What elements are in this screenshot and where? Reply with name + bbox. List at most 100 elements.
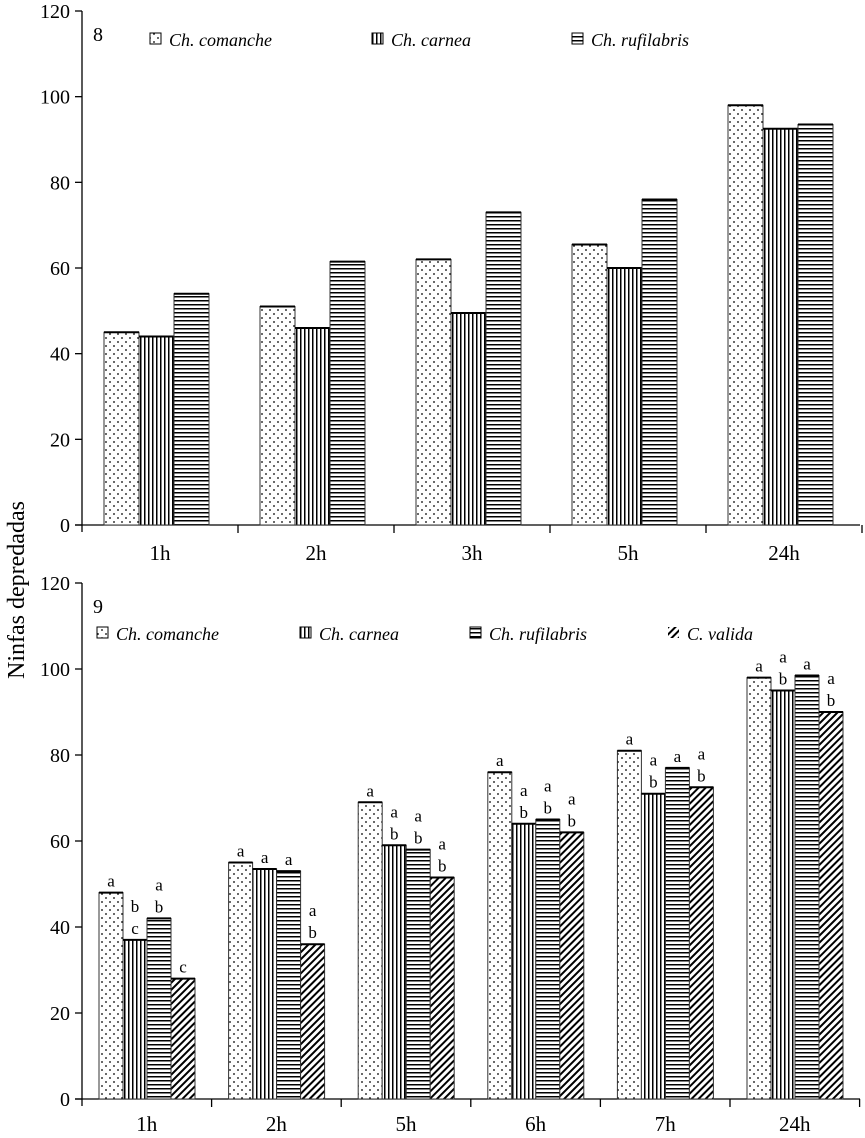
significance-letter: a: [261, 848, 269, 867]
significance-letter: a: [803, 654, 811, 673]
panel-number: 8: [93, 24, 103, 46]
bar-horizontal-6h: [535, 819, 561, 1100]
significance-letter: a: [698, 744, 706, 763]
significance-letter: a: [390, 802, 398, 821]
bar-diagonal-5h: [429, 877, 455, 1100]
bar-dots-24h: [746, 677, 772, 1100]
y-tick-label: 0: [60, 515, 70, 537]
significance-letter: a: [779, 648, 787, 667]
bar-vertical-3h: [450, 312, 487, 526]
x-tick-label: 2h: [266, 1112, 288, 1133]
y-tick-label: 60: [50, 831, 70, 853]
x-tick-label: 3h: [462, 541, 484, 565]
y-tick-label: 40: [50, 344, 70, 366]
legend-swatch-vertical: [371, 32, 384, 45]
bar-vertical-5h: [381, 844, 407, 1100]
bar-vertical-6h: [511, 823, 537, 1100]
x-tick-label: 24h: [779, 1112, 811, 1133]
bar-dots-5h: [571, 243, 608, 526]
x-tick-label: 1h: [150, 541, 172, 565]
significance-letter: b: [155, 897, 164, 916]
x-tick-label: 2h: [306, 541, 328, 565]
significance-letter: a: [568, 789, 576, 808]
legend-label: Ch. carnea: [319, 624, 399, 644]
bar-horizontal-7h: [664, 767, 690, 1100]
bar-dots-1h: [103, 331, 140, 526]
bar-horizontal-1h: [146, 917, 172, 1100]
significance-letter: b: [438, 857, 447, 876]
bar-vertical-24h: [762, 128, 799, 526]
significance-letter: a: [755, 657, 763, 676]
bar-dots-3h: [415, 258, 452, 526]
bar-vertical-1h: [138, 336, 175, 526]
significance-letter: a: [520, 781, 528, 800]
y-tick-label: 20: [50, 429, 70, 451]
significance-letter: b: [697, 766, 706, 785]
bar-vertical-2h: [294, 327, 331, 526]
legend-swatch-diagonal: [668, 627, 679, 638]
y-tick-label: 80: [50, 172, 70, 194]
significance-letter: a: [414, 807, 422, 826]
panel-number: 9: [93, 596, 103, 618]
significance-letter: b: [414, 829, 423, 848]
bar-vertical-5h: [606, 267, 643, 526]
significance-letter: c: [131, 919, 139, 938]
y-tick-label: 80: [50, 745, 70, 767]
significance-letter: a: [544, 777, 552, 796]
bar-horizontal-5h: [405, 849, 431, 1100]
significance-letter: b: [390, 824, 399, 843]
y-axis-label: Ninfas depredadas: [4, 501, 30, 679]
legend-swatch-vertical: [299, 626, 312, 639]
significance-letter: b: [649, 773, 658, 792]
bar-diagonal-1h: [170, 978, 196, 1100]
bar-dots-5h: [357, 801, 383, 1100]
x-tick-label: 5h: [396, 1112, 418, 1133]
significance-letter: a: [155, 875, 163, 894]
bar-vertical-2h: [252, 868, 278, 1100]
bar-diagonal-2h: [300, 943, 326, 1100]
bar-horizontal-1h: [173, 293, 210, 526]
significance-letter: b: [131, 897, 140, 916]
significance-letter: a: [827, 669, 835, 688]
legend-label: C. valida: [687, 624, 753, 644]
bar-dots-24h: [727, 104, 764, 526]
significance-letter: a: [496, 751, 504, 770]
bar-horizontal-3h: [485, 211, 522, 526]
legend-label: Ch. rufilabris: [591, 30, 689, 50]
bar-vertical-1h: [122, 939, 148, 1100]
significance-letter: b: [568, 811, 577, 830]
legend-swatch-dots: [96, 626, 109, 639]
y-tick-label: 40: [50, 917, 70, 939]
chart-panel-8: 0 20 40 60 80 100 120 1h 2h 3h 5h 24h 8 Ch. comanche C…: [40, 1, 863, 565]
significance-letter: b: [308, 923, 317, 942]
bar-horizontal-2h: [329, 261, 366, 526]
significance-letter: a: [107, 872, 115, 891]
legend-swatch-horizontal: [469, 626, 482, 639]
significance-letter: a: [626, 730, 634, 749]
bar-horizontal-5h: [641, 198, 678, 526]
y-tick-label: 120: [40, 1, 70, 23]
significance-letter: b: [520, 803, 529, 822]
bar-vertical-24h: [770, 690, 796, 1100]
significance-letter: a: [366, 781, 374, 800]
significance-letter: b: [544, 799, 553, 818]
x-tick-label: 1h: [136, 1112, 158, 1133]
significance-letter: b: [827, 691, 836, 710]
bar-dots-7h: [616, 750, 642, 1100]
significance-letter: a: [438, 835, 446, 854]
y-tick-label: 100: [40, 659, 70, 681]
significance-letter: c: [179, 958, 187, 977]
significance-letter: a: [237, 842, 245, 861]
y-tick-label: 0: [60, 1089, 70, 1111]
x-tick-label: 5h: [618, 541, 640, 565]
x-tick-label: 24h: [768, 541, 800, 565]
significance-letter: b: [779, 670, 788, 689]
x-tick-label: 7h: [655, 1112, 677, 1133]
bar-dots-1h: [98, 892, 124, 1100]
bar-horizontal-24h: [794, 674, 820, 1100]
legend-swatch-horizontal: [571, 32, 584, 45]
bar-diagonal-6h: [559, 831, 585, 1100]
bar-horizontal-24h: [797, 124, 834, 526]
